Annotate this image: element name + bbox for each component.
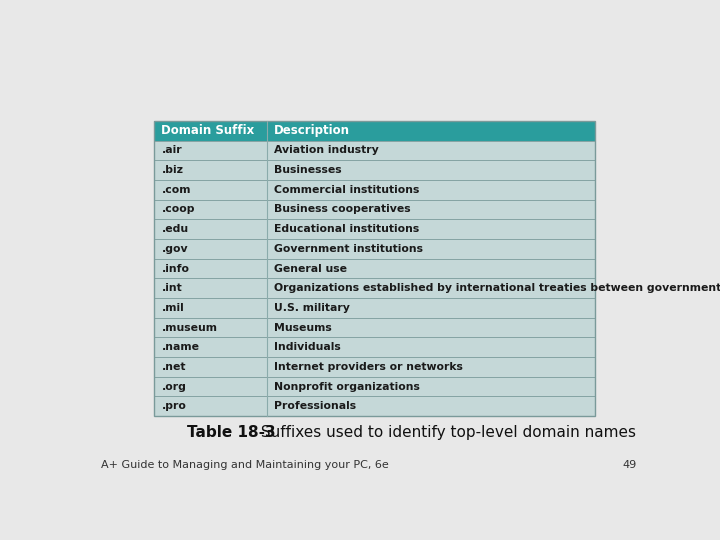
Bar (154, 180, 595, 200)
Text: Educational institutions: Educational institutions (274, 224, 419, 234)
Bar (154, 239, 595, 259)
Bar (154, 219, 595, 239)
Bar (154, 160, 595, 180)
Text: .int: .int (161, 283, 182, 293)
Text: .edu: .edu (161, 224, 189, 234)
Bar (154, 140, 595, 160)
Bar (154, 377, 595, 396)
Text: U.S. military: U.S. military (274, 303, 350, 313)
Text: .com: .com (161, 185, 191, 195)
Text: Commercial institutions: Commercial institutions (274, 185, 419, 195)
Text: A+ Guide to Managing and Maintaining your PC, 6e: A+ Guide to Managing and Maintaining you… (101, 460, 389, 470)
Text: .info: .info (161, 264, 189, 274)
Text: .pro: .pro (161, 401, 186, 411)
Text: Nonprofit organizations: Nonprofit organizations (274, 382, 420, 392)
Bar (154, 259, 595, 279)
Text: 49: 49 (623, 460, 637, 470)
Text: Government institutions: Government institutions (274, 244, 423, 254)
Text: Professionals: Professionals (274, 401, 356, 411)
Text: .gov: .gov (161, 244, 188, 254)
Bar (154, 298, 595, 318)
Text: Aviation industry: Aviation industry (274, 145, 379, 156)
Text: Description: Description (274, 124, 350, 137)
Text: Domain Suffix: Domain Suffix (161, 124, 255, 137)
Text: Internet providers or networks: Internet providers or networks (274, 362, 463, 372)
Text: General use: General use (274, 264, 347, 274)
Bar (154, 357, 595, 377)
Bar (154, 338, 595, 357)
Text: .coop: .coop (161, 205, 195, 214)
Text: .biz: .biz (161, 165, 184, 175)
Text: Table 18-3: Table 18-3 (187, 426, 276, 440)
Text: .mil: .mil (161, 303, 184, 313)
Bar (154, 121, 595, 140)
Bar (154, 396, 595, 416)
Bar (154, 200, 595, 219)
Text: Businesses: Businesses (274, 165, 341, 175)
Text: Organizations established by international treaties between governments: Organizations established by internation… (274, 283, 720, 293)
Text: .museum: .museum (161, 322, 217, 333)
Text: Suffixes used to identify top-level domain names: Suffixes used to identify top-level doma… (256, 426, 636, 440)
Bar (154, 279, 595, 298)
Text: .org: .org (161, 382, 186, 392)
Bar (154, 121, 595, 416)
Text: Individuals: Individuals (274, 342, 341, 352)
Text: Museums: Museums (274, 322, 332, 333)
Text: .name: .name (161, 342, 199, 352)
Text: Business cooperatives: Business cooperatives (274, 205, 410, 214)
Text: .air: .air (161, 145, 182, 156)
Text: .net: .net (161, 362, 186, 372)
Bar (154, 318, 595, 338)
